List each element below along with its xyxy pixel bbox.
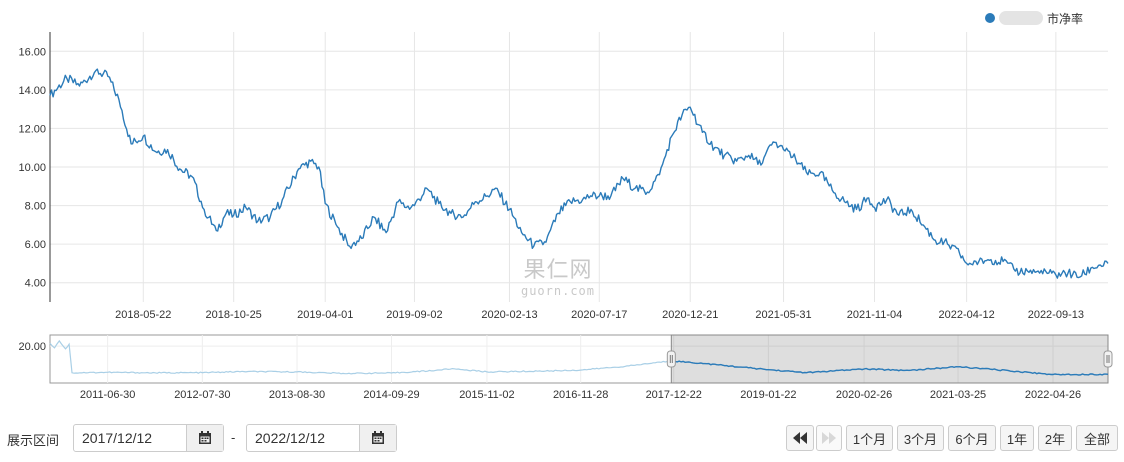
watermark-en: guorn.com <box>520 284 596 298</box>
range-label: 展示区间 <box>7 433 60 448</box>
navigator-selected-series-line <box>671 360 1109 376</box>
end-calendar-button[interactable] <box>359 425 396 451</box>
main-x-tick-label: 2020-02-13 <box>481 309 537 321</box>
main-x-tick-label: 2022-04-12 <box>938 309 994 321</box>
navigator-x-tick-label: 2012-07-30 <box>174 389 230 401</box>
navigator-x-tick-label: 2021-03-25 <box>930 389 986 401</box>
navigator-x-tick-label: 2011-06-30 <box>80 389 135 401</box>
step-back-icon <box>793 432 807 444</box>
navigator-x-tick-label: 2014-09-29 <box>363 389 419 401</box>
main-y-tick-label: 14.00 <box>18 85 46 97</box>
step-forward-button[interactable] <box>816 425 842 451</box>
step-back-button[interactable] <box>786 425 814 451</box>
range-1m-button[interactable]: 1个月 <box>846 425 893 451</box>
main-x-tick-label: 2020-07-17 <box>571 309 627 321</box>
navigator-x-tick-label: 2013-08-30 <box>269 389 325 401</box>
start-date-picker <box>73 424 224 452</box>
navigator-y-axis: 20.00 <box>18 341 46 353</box>
main-x-tick-label: 2019-04-01 <box>297 309 353 321</box>
navigator-handle-grip <box>1103 350 1113 368</box>
main-x-axis: 2018-05-22 2018-10-25 2019-04-01 2019-09-02… <box>115 309 1084 321</box>
step-forward-icon <box>822 432 836 444</box>
main-y-tick-label: 6.00 <box>25 239 46 251</box>
main-x-tick-label: 2020-12-21 <box>662 309 718 321</box>
navigator-x-tick-label: 2022-04-26 <box>1025 389 1081 401</box>
main-y-tick-label: 8.00 <box>25 201 46 213</box>
start-calendar-button[interactable] <box>186 425 223 451</box>
legend-label: 市净率 <box>1047 11 1084 26</box>
navigator-x-tick-label: 2016-11-28 <box>553 389 608 401</box>
navigator-left-handle[interactable] <box>666 350 676 368</box>
navigator-y-tick-label: 20.00 <box>18 341 46 353</box>
watermark: 果仁网 guorn.com <box>518 252 598 298</box>
navigator-right-handle[interactable] <box>1103 350 1113 368</box>
end-date-input[interactable] <box>247 425 359 451</box>
end-date-picker <box>246 424 397 452</box>
main-x-tick-label: 2018-05-22 <box>115 309 171 321</box>
navigator-x-tick-label: 2020-02-26 <box>836 389 892 401</box>
main-x-tick-label: 2019-09-02 <box>386 309 442 321</box>
main-gridlines <box>50 32 1108 302</box>
main-y-axis: 4.00 6.00 8.00 10.00 12.00 14.00 16.00 <box>18 46 46 289</box>
main-x-tick-label: 2018-10-25 <box>206 309 262 321</box>
range-1y-button[interactable]: 1年 <box>1000 425 1034 451</box>
legend-redacted-name <box>999 11 1043 25</box>
navigator-x-tick-label: 2017-12-22 <box>646 389 702 401</box>
chart-canvas: 4.00 6.00 8.00 10.00 12.00 14.00 16.00 2018-05… <box>18 32 1113 401</box>
range-2y-button[interactable]: 2年 <box>1038 425 1072 451</box>
navigator-x-tick-label: 2019-01-22 <box>740 389 796 401</box>
navigator-x-axis: 2011-06-30 2012-07-30 2013-08-30 2014-09-29… <box>80 389 1081 401</box>
legend[interactable]: 市净率 <box>985 9 1083 27</box>
navigator-x-tick-label: 2015-11-02 <box>459 389 514 401</box>
range-6m-button[interactable]: 6个月 <box>948 425 996 451</box>
start-date-input[interactable] <box>74 425 186 451</box>
main-series-line <box>49 68 1109 279</box>
range-3m-button[interactable]: 3个月 <box>897 425 944 451</box>
range-all-button[interactable]: 全部 <box>1076 425 1118 451</box>
navigator-frame <box>49 334 1109 384</box>
main-y-tick-label: 12.00 <box>18 123 46 135</box>
legend-marker <box>985 13 995 23</box>
navigator-handle-grip <box>666 350 676 368</box>
date-separator: - <box>231 430 236 445</box>
navigator-selection-window[interactable] <box>670 334 1109 384</box>
calendar-icon <box>372 431 384 444</box>
main-x-tick-label: 2021-05-31 <box>755 309 811 321</box>
calendar-icon <box>199 431 211 444</box>
main-y-tick-label: 16.00 <box>18 46 46 58</box>
watermark-cn: 果仁网 <box>523 258 593 283</box>
range-selector: 展示区间 - <box>0 422 1124 454</box>
main-x-tick-label: 2022-09-13 <box>1028 309 1084 321</box>
main-y-tick-label: 4.00 <box>25 278 46 290</box>
main-x-tick-label: 2021-11-04 <box>847 309 902 321</box>
navigator[interactable]: 20.00 2011-06-30 2012-07-30 2013-08-30 2014… <box>18 334 1113 401</box>
main-y-tick-label: 10.00 <box>18 162 46 174</box>
navigator-gridlines <box>50 335 1108 383</box>
